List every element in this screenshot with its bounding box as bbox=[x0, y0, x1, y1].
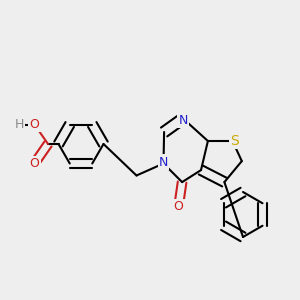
Text: S: S bbox=[230, 134, 239, 148]
Text: O: O bbox=[30, 118, 39, 131]
Text: H: H bbox=[15, 118, 24, 131]
Text: O: O bbox=[174, 200, 183, 214]
Text: O: O bbox=[30, 157, 39, 170]
Text: N: N bbox=[159, 155, 168, 169]
Text: N: N bbox=[178, 113, 188, 127]
